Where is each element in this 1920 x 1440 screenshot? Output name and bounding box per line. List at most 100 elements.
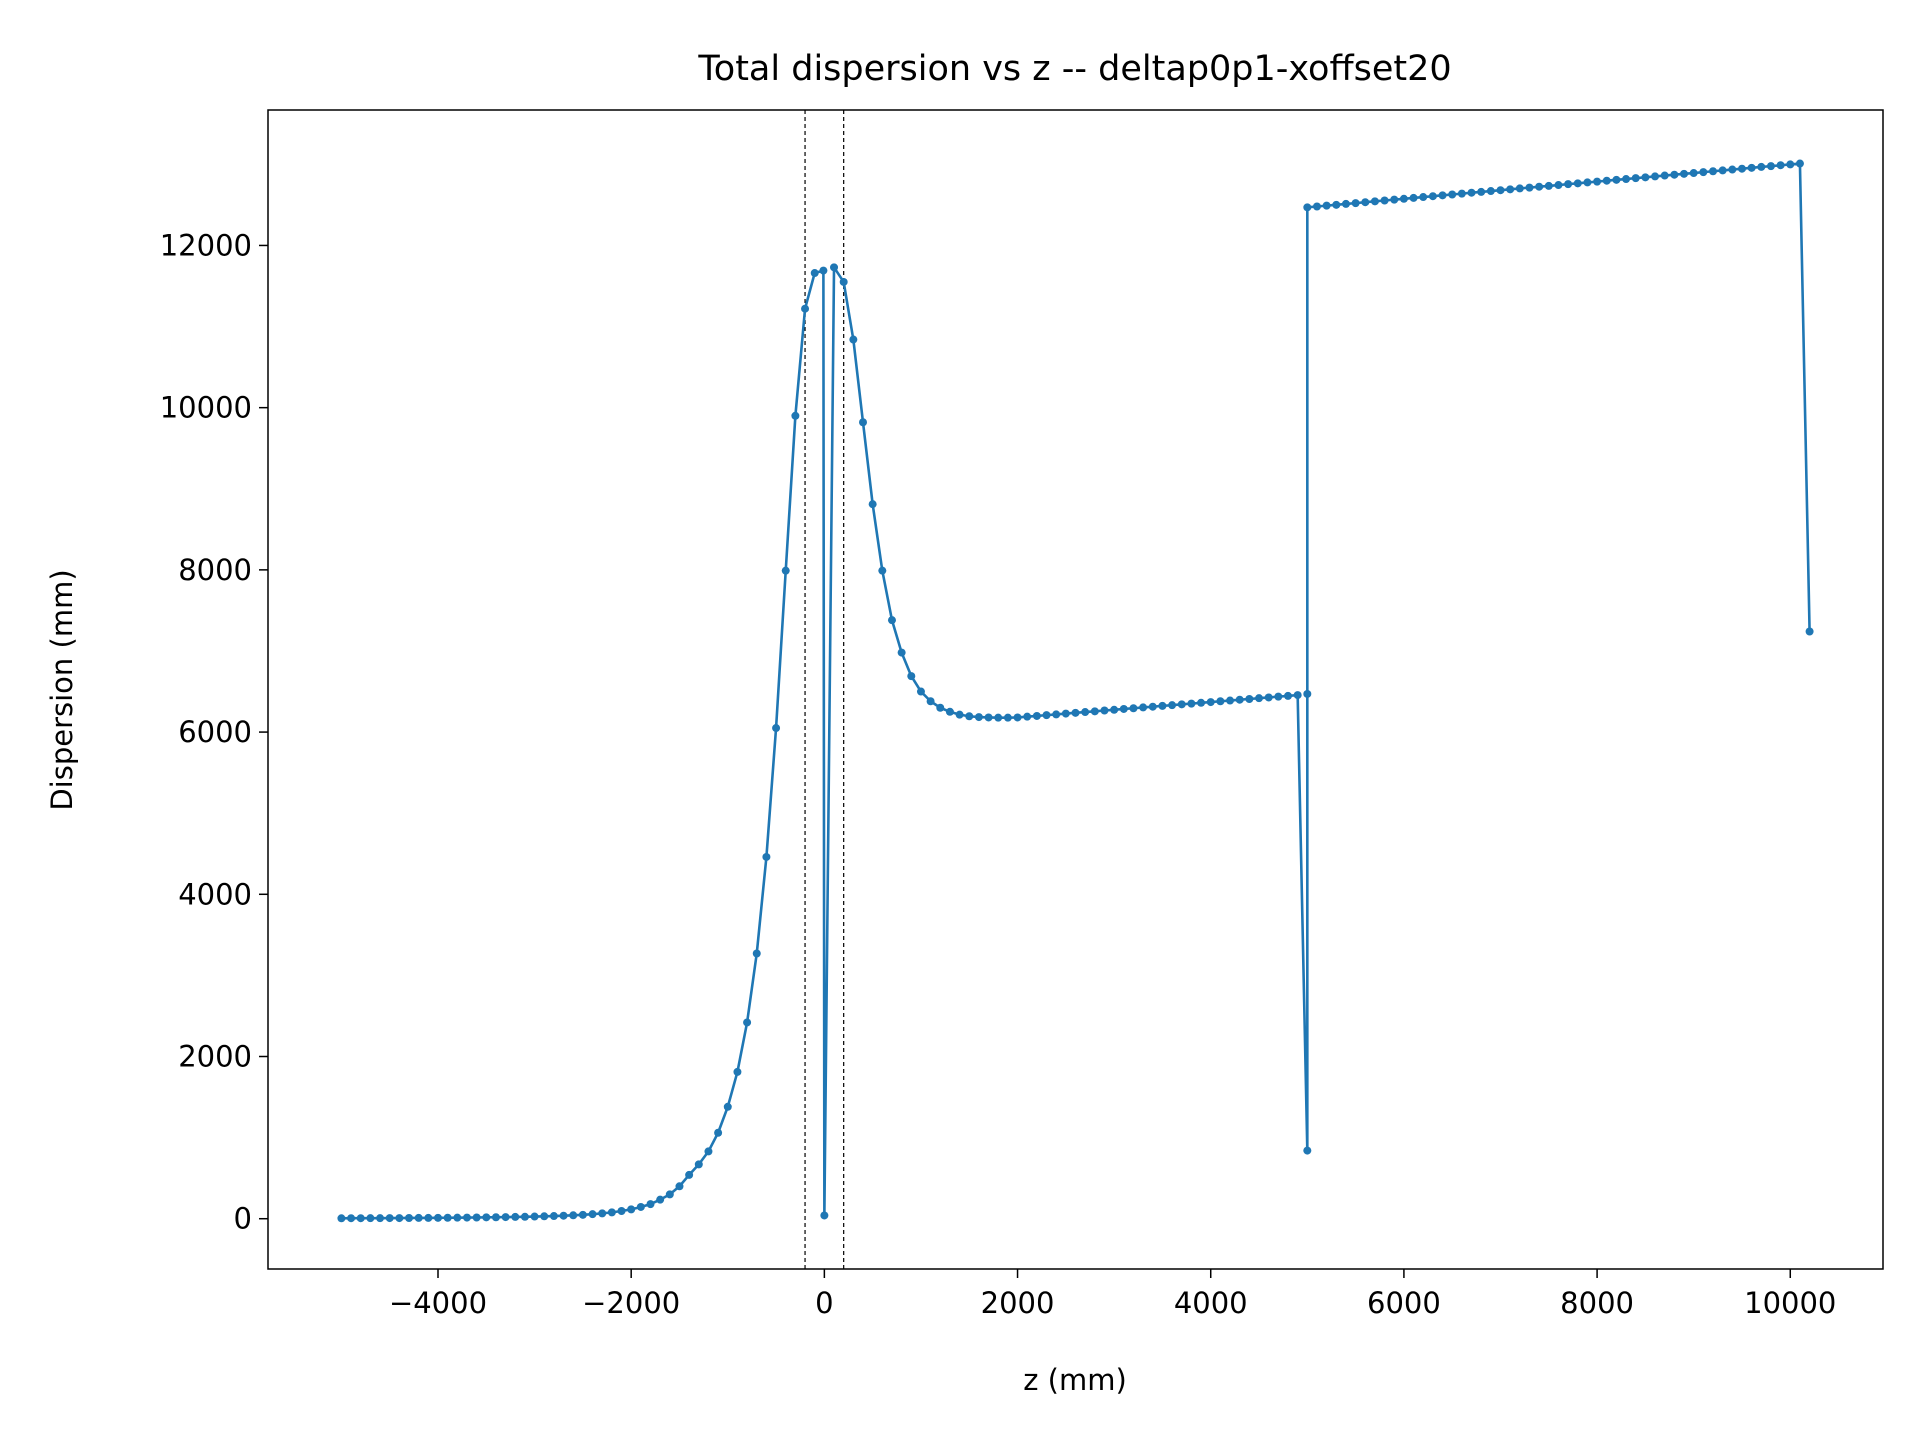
data-point	[501, 1213, 510, 1222]
data-point	[559, 1211, 568, 1220]
data-point	[1776, 161, 1785, 170]
data-point	[830, 263, 839, 272]
data-point	[849, 335, 858, 344]
data-point	[1061, 709, 1070, 718]
data-point	[1197, 698, 1206, 707]
data-point	[1631, 174, 1640, 183]
data-point	[907, 672, 916, 681]
y-tick-label: 2000	[178, 1040, 252, 1074]
data-point	[752, 949, 761, 958]
data-point	[472, 1213, 481, 1222]
data-point	[994, 713, 1003, 722]
data-point	[424, 1213, 433, 1222]
data-point	[810, 269, 819, 278]
data-point	[1284, 691, 1292, 700]
data-point	[443, 1213, 452, 1222]
data-point	[1264, 693, 1273, 702]
data-point	[405, 1213, 414, 1222]
data-point	[839, 277, 848, 286]
data-point	[945, 707, 954, 716]
plot-frame	[267, 109, 1884, 1270]
x-tick-label: 10000	[1744, 1286, 1836, 1320]
data-point	[1303, 1146, 1312, 1155]
x-axis-label: z (mm)	[1023, 1363, 1127, 1397]
data-point	[1757, 162, 1766, 171]
data-point	[1805, 627, 1814, 636]
y-tick-label: 8000	[178, 553, 252, 587]
data-point	[1419, 193, 1428, 202]
data-point	[1322, 201, 1331, 210]
x-tick-label: 4000	[1174, 1286, 1248, 1320]
data-point	[820, 1211, 829, 1220]
y-tick-label: 10000	[160, 391, 252, 425]
data-point	[1602, 176, 1611, 185]
data-point	[491, 1213, 500, 1222]
data-point	[1177, 700, 1186, 709]
data-point	[598, 1209, 607, 1218]
data-point	[1457, 189, 1466, 198]
data-point	[1245, 694, 1254, 703]
data-point	[1255, 694, 1264, 703]
data-point	[1303, 689, 1312, 698]
data-point	[1303, 203, 1312, 212]
data-point	[791, 411, 800, 420]
data-point	[926, 697, 935, 706]
data-point	[1535, 182, 1544, 191]
data-point	[887, 616, 896, 625]
data-point	[1718, 166, 1727, 175]
data-point	[1226, 696, 1235, 705]
data-point	[617, 1207, 626, 1216]
x-tick-label: 2000	[981, 1286, 1055, 1320]
data-point	[1390, 195, 1399, 204]
data-point	[1361, 198, 1370, 207]
data-point	[1737, 164, 1746, 173]
data-point	[762, 852, 771, 861]
data-point	[1148, 702, 1157, 711]
data-point	[385, 1214, 394, 1223]
data-point	[627, 1205, 636, 1214]
data-point	[1699, 168, 1708, 177]
data-point	[1506, 185, 1515, 194]
data-point	[1486, 187, 1495, 196]
data-point	[1003, 713, 1012, 722]
data-point	[569, 1211, 578, 1220]
data-point	[1496, 186, 1505, 195]
data-point	[1139, 703, 1148, 712]
data-point	[1052, 710, 1061, 719]
data-point	[1593, 177, 1602, 186]
data-point	[607, 1208, 616, 1217]
data-point	[1786, 160, 1795, 169]
data-point	[733, 1067, 742, 1076]
data-point	[530, 1212, 539, 1221]
data-point	[1129, 704, 1138, 713]
data-point	[1351, 199, 1360, 208]
data-point	[1641, 173, 1650, 182]
data-point	[878, 566, 887, 575]
data-point	[859, 418, 867, 427]
data-point	[1428, 192, 1437, 201]
data-point	[1206, 698, 1215, 707]
data-point	[1023, 712, 1032, 721]
data-point	[694, 1160, 703, 1169]
chart-title: Total dispersion vs z -- deltap0p1-xoffs…	[697, 49, 1451, 89]
y-axis-label: Dispersion (mm)	[45, 569, 79, 810]
data-point	[1525, 183, 1534, 192]
data-point	[1689, 169, 1698, 178]
y-tick-label: 6000	[178, 715, 252, 749]
data-point	[1660, 171, 1669, 180]
data-point	[636, 1202, 645, 1211]
data-point	[868, 500, 877, 509]
data-point	[936, 703, 945, 712]
data-point	[1795, 159, 1804, 168]
data-point	[1081, 708, 1090, 717]
data-point	[1032, 711, 1041, 720]
data-point	[578, 1210, 587, 1219]
data-point	[1110, 705, 1119, 714]
data-point	[801, 304, 810, 313]
data-point	[482, 1213, 491, 1222]
data-point	[462, 1213, 471, 1222]
data-point	[781, 566, 790, 575]
x-tick-label: 6000	[1367, 1286, 1441, 1320]
data-point	[1766, 162, 1775, 171]
data-point	[337, 1214, 346, 1223]
